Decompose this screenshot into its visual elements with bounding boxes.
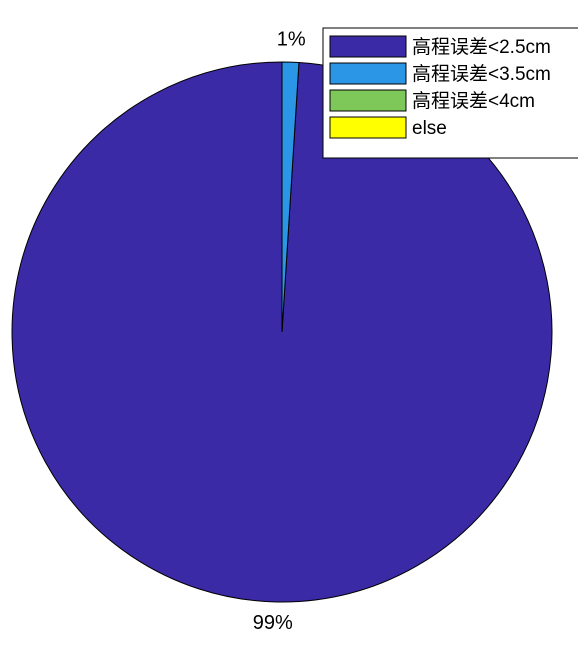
legend-label-0: 高程误差<2.5cm [412,36,551,58]
legend-swatch-2 [329,89,407,112]
legend-label-2: 高程误差<4cm [412,90,535,112]
data-label-1: 1% [277,28,306,50]
legend-label-1: 高程误差<3.5cm [412,63,551,85]
legend-swatch-1 [329,62,407,85]
pie-data-labels: 99% 1% [253,28,306,634]
pie-slices [11,61,553,603]
legend-swatch-3 [329,116,407,139]
legend: 高程误差<2.5cm 高程误差<3.5cm 高程误差<4cm else [322,27,578,159]
legend-label-3: else [412,118,447,139]
data-label-0: 99% [253,612,293,634]
legend-swatch-0 [329,35,407,58]
pie-slice-1 [281,61,300,333]
